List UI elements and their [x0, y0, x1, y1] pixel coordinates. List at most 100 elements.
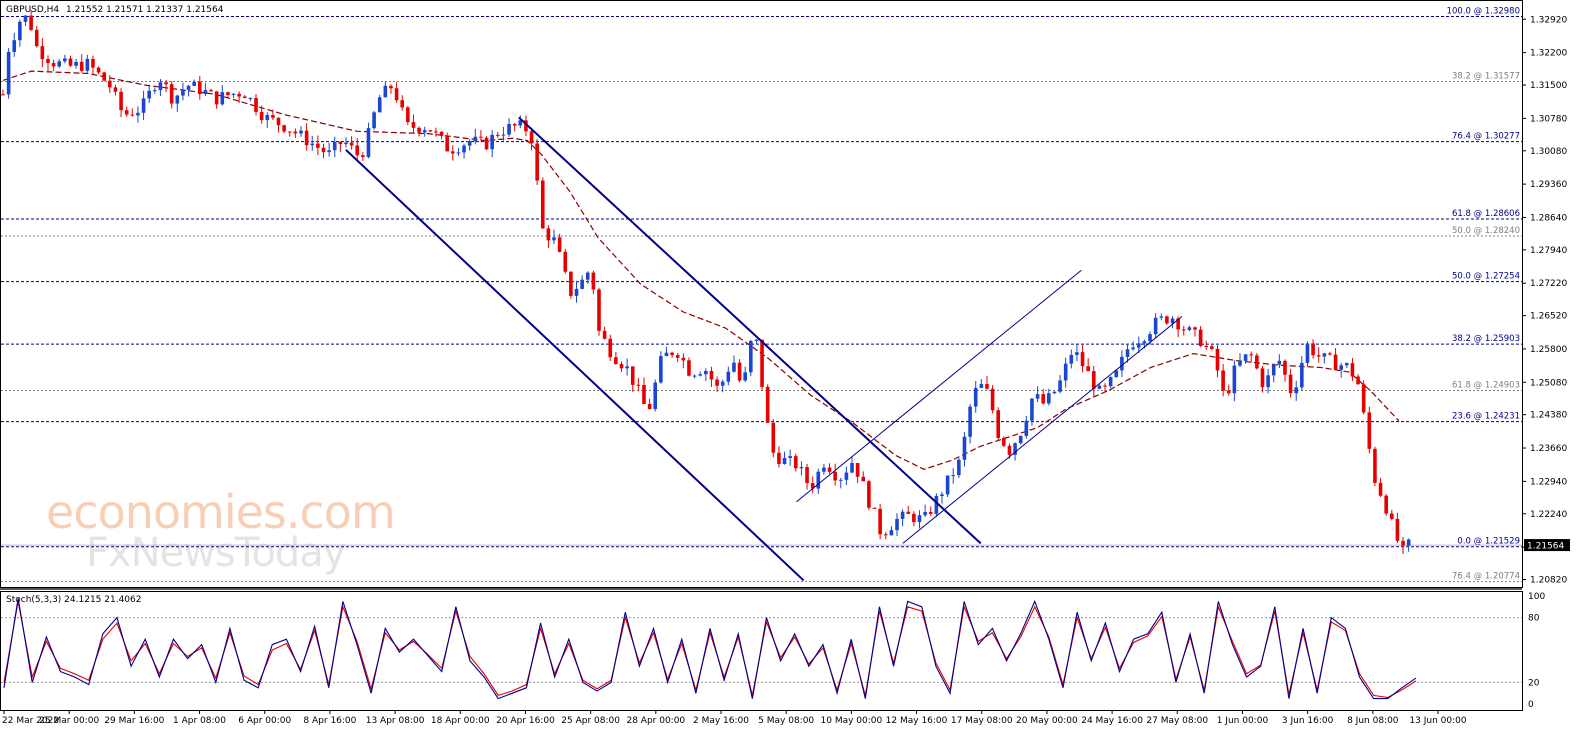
candle-bull — [917, 515, 922, 523]
candle-bull — [945, 475, 950, 495]
y-tick-label: 1.20820 — [1530, 576, 1567, 586]
candle-bear — [1165, 316, 1169, 324]
candle-bear — [40, 46, 45, 60]
down-channel-lower[interactable] — [345, 149, 805, 582]
candle-bear — [855, 463, 860, 477]
candle-bear — [737, 362, 742, 381]
candle-bear — [540, 180, 545, 229]
candle-bear — [1255, 355, 1259, 369]
candle-bear — [1361, 384, 1366, 413]
candle-bull — [1125, 349, 1130, 357]
candle-bear — [1215, 348, 1220, 371]
y-tick-label: 1.26520 — [1530, 312, 1567, 322]
candle-bull — [63, 58, 67, 62]
candle-bull — [962, 436, 967, 460]
candle-bear — [130, 114, 135, 116]
candle-bull — [57, 61, 62, 67]
candle-bear — [29, 15, 33, 30]
candle-bull — [743, 372, 747, 381]
candle-bear — [316, 143, 320, 148]
candle-bear — [445, 135, 449, 152]
up-channel-upper[interactable] — [796, 269, 1082, 503]
x-tick-label: 25 Apr 08:00 — [561, 716, 620, 726]
candle-bull — [147, 90, 151, 99]
candle-bull — [490, 134, 494, 150]
candle-bear — [1350, 363, 1355, 377]
candle-bear — [602, 330, 607, 339]
ohlc-readout: 1.21552 1.21571 1.21337 1.21564 — [66, 5, 224, 15]
candle-bear — [833, 471, 837, 481]
candle-bull — [1232, 365, 1237, 394]
candle-bear — [1221, 370, 1225, 391]
x-tick-label: 17 May 08:00 — [951, 716, 1013, 726]
candle-bear — [321, 147, 326, 153]
candle-bull — [1047, 393, 1051, 404]
candle-bull — [1322, 353, 1327, 357]
candle-bear — [557, 237, 562, 252]
candle-bull — [838, 479, 843, 481]
candle-bear — [164, 82, 168, 85]
candle-bear — [996, 410, 1001, 438]
x-tick-label: 27 May 08:00 — [1146, 716, 1208, 726]
stochastic-oscillator: 100 80 20 0 — [1, 592, 1545, 710]
y-tick-label: 1.25080 — [1530, 378, 1567, 388]
candle-bear — [793, 456, 798, 469]
y-tick-label: 1.31500 — [1530, 81, 1567, 91]
candle-bull — [456, 152, 461, 154]
candle-bear — [912, 513, 916, 523]
candle-bull — [957, 459, 961, 476]
candle-bear — [1328, 353, 1332, 355]
candle-bull — [900, 511, 905, 519]
candle-bear — [242, 96, 247, 99]
candle-bull — [1159, 316, 1164, 318]
candle-bear — [1260, 368, 1265, 388]
candle-bull — [1018, 435, 1023, 444]
candle-bull — [585, 272, 590, 280]
candle-bear — [512, 123, 517, 126]
y-tick-label: 1.27940 — [1530, 246, 1567, 256]
stoch-level-label: 100 — [1528, 592, 1545, 602]
candle-bear — [1176, 318, 1180, 330]
candle-bull — [692, 375, 697, 377]
candle-bull — [1075, 352, 1079, 355]
candle-bear — [1395, 518, 1400, 541]
candle-bear — [1384, 495, 1388, 514]
candle-bear — [417, 127, 421, 133]
candle-bear — [597, 289, 601, 331]
trend-channels[interactable] — [345, 116, 1183, 582]
candle-bear — [1091, 371, 1096, 389]
x-tick-label: 2 May 16:00 — [693, 716, 749, 726]
candle-bull — [580, 279, 584, 289]
down-channel-upper[interactable] — [518, 116, 982, 545]
candle-bull — [1108, 377, 1113, 387]
x-tick-label: 3 Jun 16:00 — [1282, 716, 1334, 726]
fib-level-label: 38.2 @ 1.25903 — [1452, 334, 1520, 344]
candle-bull — [1069, 354, 1074, 364]
candle-bear — [546, 228, 551, 241]
ma-line — [2, 70, 1400, 470]
up-channel-lower[interactable] — [902, 316, 1183, 544]
candle-bull — [18, 21, 22, 41]
candle-bear — [1204, 346, 1209, 348]
candle-bull — [501, 134, 506, 136]
candle-bear — [338, 141, 343, 145]
candle-bull — [181, 89, 185, 96]
stoch-level-label: 20 — [1528, 678, 1540, 688]
candle-bear — [642, 385, 646, 405]
candle-bear — [1378, 482, 1383, 496]
candle-bull — [973, 387, 978, 407]
candle-bull — [12, 40, 17, 52]
price-panel-frame — [0, 0, 1523, 588]
candle-bull — [1131, 347, 1135, 350]
candle-bear — [91, 58, 95, 68]
candle-bull — [1187, 327, 1192, 331]
x-tick-label: 5 May 08:00 — [758, 716, 814, 726]
x-tick-label: 8 Jun 08:00 — [1347, 716, 1399, 726]
candle-bear — [867, 481, 871, 508]
candle-bear — [1007, 445, 1012, 455]
candle-bull — [625, 366, 629, 369]
candle-bull — [799, 467, 804, 469]
indicator-panel-frame — [0, 591, 1523, 711]
y-tick-label: 1.23660 — [1530, 444, 1567, 454]
